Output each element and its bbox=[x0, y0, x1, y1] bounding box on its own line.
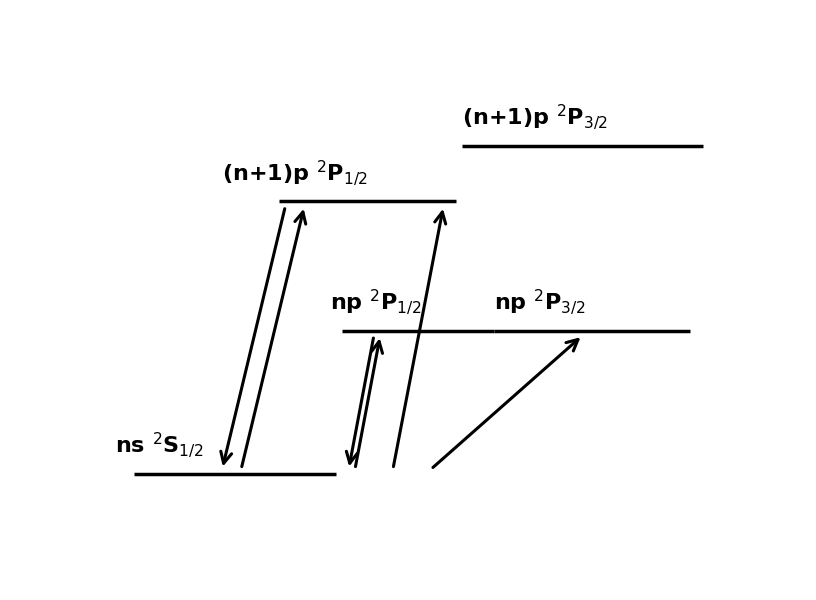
Text: np $^2$P$_{1/2}$: np $^2$P$_{1/2}$ bbox=[330, 287, 421, 317]
Text: (n+1)p $^2$P$_{1/2}$: (n+1)p $^2$P$_{1/2}$ bbox=[222, 158, 368, 187]
Text: (n+1)p $^2$P$_{3/2}$: (n+1)p $^2$P$_{3/2}$ bbox=[463, 103, 609, 132]
Text: ns $^2$S$_{1/2}$: ns $^2$S$_{1/2}$ bbox=[114, 431, 203, 460]
Text: np $^2$P$_{3/2}$: np $^2$P$_{3/2}$ bbox=[494, 287, 586, 317]
